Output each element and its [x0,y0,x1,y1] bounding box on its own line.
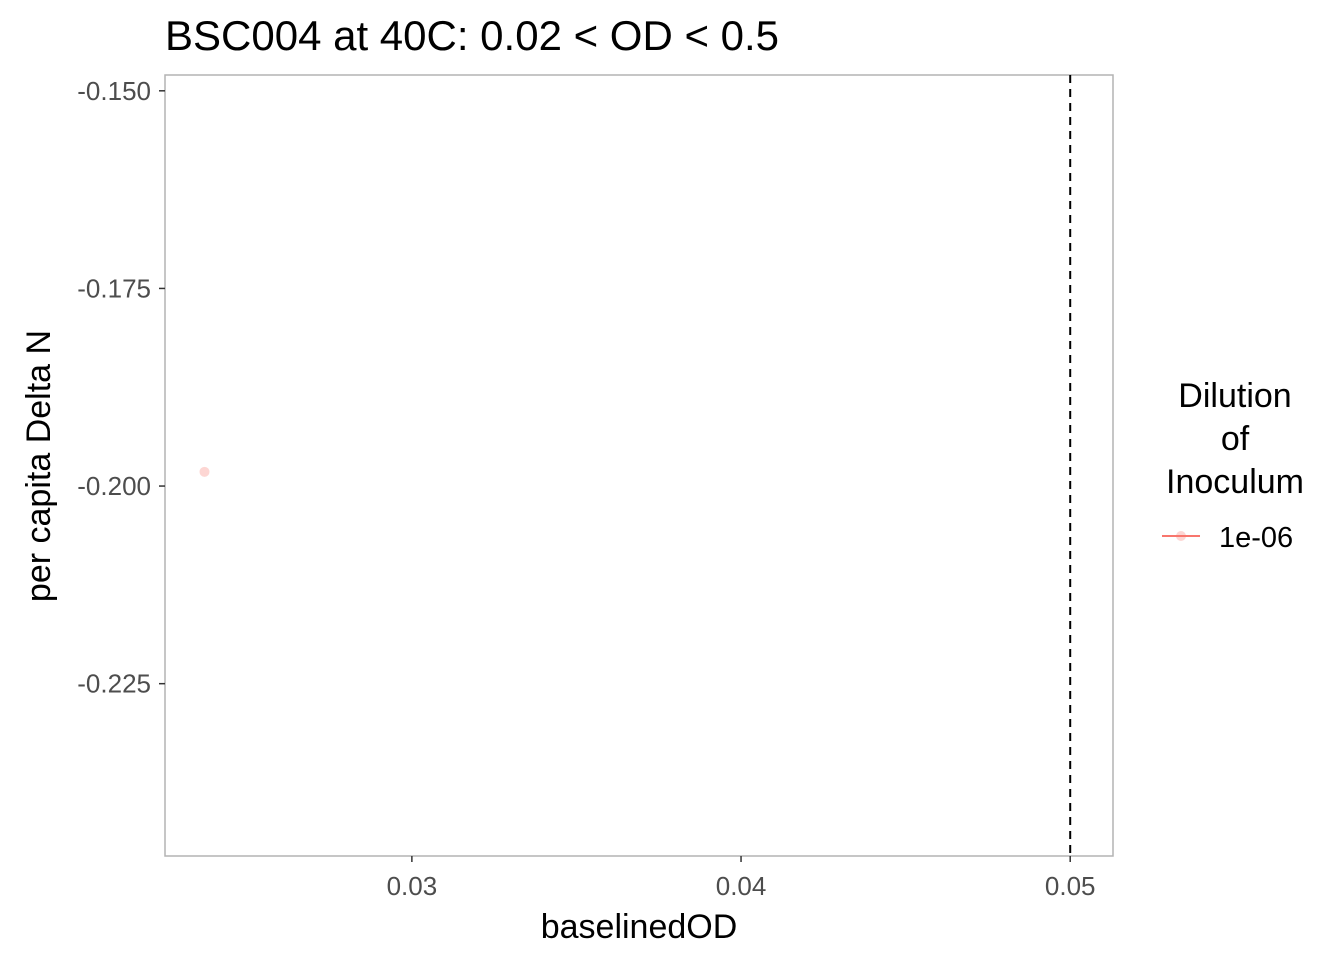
y-axis-title: per capita Delta N [20,330,58,602]
x-axis-title: baselinedOD [541,908,738,946]
legend-title-line-1: Dilution [1178,377,1291,415]
y-axis: -0.150 -0.175 -0.200 -0.225 [77,76,165,699]
legend-title-line-3: Inoculum [1166,463,1304,501]
x-axis: 0.03 0.04 0.05 [387,856,1096,901]
y-tick-label: -0.150 [77,76,151,106]
y-tick-label: -0.175 [77,273,151,303]
chart-title: BSC004 at 40C: 0.02 < OD < 0.5 [165,12,779,59]
legend-label: 1e-06 [1219,522,1293,554]
y-tick-label: -0.225 [77,669,151,699]
y-tick-label: -0.200 [77,471,151,501]
data-points [199,466,210,477]
legend: Dilution of Inoculum 1e-06 [1162,377,1304,554]
data-point [199,466,210,477]
plot-panel [164,74,1114,857]
legend-key-point [1176,531,1186,541]
x-tick-label: 0.03 [387,871,438,901]
x-tick-label: 0.04 [716,871,767,901]
x-tick-label: 0.05 [1045,871,1096,901]
legend-title-line-2: of [1221,420,1250,458]
